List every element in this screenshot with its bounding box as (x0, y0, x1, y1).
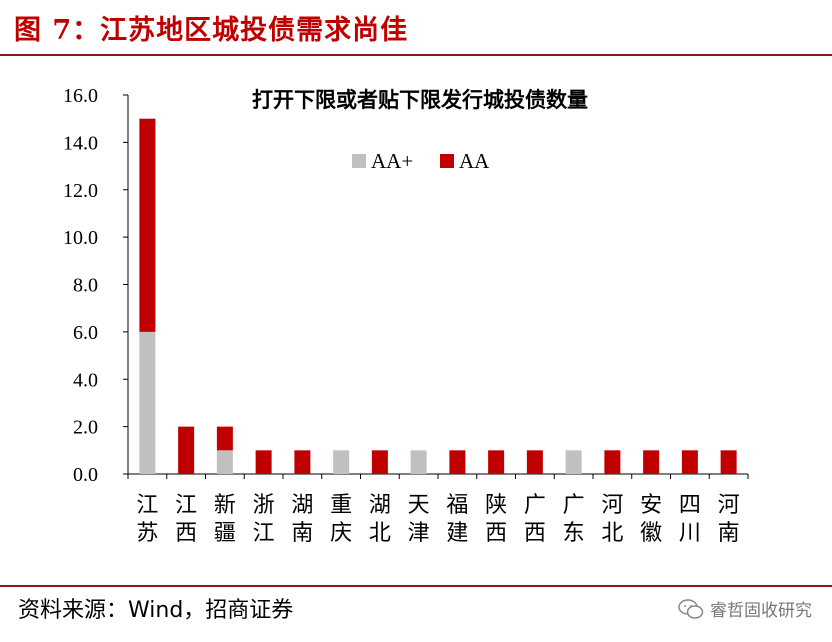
bottom-rule (0, 585, 832, 587)
x-category-label: 北 (369, 521, 391, 546)
x-category-label: 西 (485, 521, 507, 546)
watermark-text: 睿哲固收研究 (710, 601, 812, 621)
bar-aa (681, 450, 698, 474)
top-rule (0, 54, 832, 56)
x-category-label: 西 (524, 521, 546, 546)
bar-aa (720, 450, 737, 474)
y-tick-label: 16.0 (63, 85, 98, 107)
x-category-label: 川 (679, 521, 701, 546)
bar-aa (526, 450, 543, 474)
bar-aa-plus (410, 450, 427, 474)
legend-swatch (352, 154, 366, 168)
bar-aa (371, 450, 388, 474)
x-category-label: 徽 (640, 521, 662, 546)
x-category-label: 江 (175, 493, 197, 518)
x-category-label: 天 (408, 493, 430, 518)
bar-aa-plus (139, 331, 156, 474)
x-category-label: 湖 (291, 493, 313, 518)
x-category-label: 湖 (369, 493, 391, 518)
x-category-label: 庆 (330, 521, 352, 546)
x-category-label: 重 (330, 493, 352, 518)
x-category-label: 河 (718, 493, 740, 518)
x-category-label: 安 (640, 493, 662, 518)
x-category-label: 四 (679, 493, 701, 518)
x-category-label: 广 (563, 493, 585, 518)
bar-aa (178, 426, 195, 474)
legend-swatch (440, 154, 454, 168)
wechat-icon (678, 598, 704, 619)
x-category-label: 浙 (253, 493, 275, 518)
x-category-label: 福 (446, 493, 468, 518)
source-note: 资料来源：Wind，招商证券 (18, 598, 294, 623)
y-tick-label: 4.0 (73, 369, 98, 391)
bar-aa (216, 426, 233, 451)
y-tick-label: 2.0 (73, 417, 98, 439)
y-tick-label: 10.0 (63, 227, 98, 249)
y-tick-label: 6.0 (73, 322, 98, 344)
x-category-label: 河 (601, 493, 623, 518)
y-tick-label: 8.0 (73, 275, 98, 297)
bar-aa (294, 450, 311, 474)
x-category-label: 江 (253, 521, 275, 546)
x-category-label: 新 (214, 493, 236, 518)
x-category-label: 疆 (214, 521, 236, 546)
bar-aa (604, 450, 621, 474)
legend-label: AA+ (371, 149, 413, 173)
legend-label: AA (459, 149, 490, 173)
bar-aa (255, 450, 272, 474)
chart-bars (139, 118, 737, 474)
bar-aa (488, 450, 505, 474)
x-category-label: 南 (718, 521, 740, 546)
figure-title: 图 7：江苏地区城投债需求尚佳 (14, 15, 409, 46)
x-category-label: 南 (291, 521, 313, 546)
x-category-label: 陕 (485, 493, 507, 518)
chart-title: 打开下限或者贴下限发行城投债数量 (252, 88, 588, 112)
bar-aa-plus (565, 450, 582, 474)
x-category-label: 建 (446, 521, 468, 546)
x-category-label: 北 (601, 521, 623, 546)
x-category-label: 广 (524, 493, 546, 518)
bar-aa-plus (216, 450, 233, 474)
y-tick-label: 14.0 (63, 132, 98, 154)
chart-legend: AA+ AA (352, 149, 490, 173)
x-category-label: 江 (136, 493, 158, 518)
bar-aa (643, 450, 660, 474)
watermark: 睿哲固收研究 (678, 596, 812, 621)
y-tick-label: 12.0 (63, 180, 98, 202)
bar-chart: 打开下限或者贴下限发行城投债数量 0.0 2.0 4.0 6.0 8.0 10.0 12.0… (63, 85, 749, 546)
y-tick-label: 0.0 (73, 464, 98, 486)
x-category-label: 苏 (136, 521, 158, 546)
bar-aa-plus (333, 450, 350, 474)
bar-aa (449, 450, 466, 474)
x-category-label: 津 (408, 521, 430, 546)
x-category-label: 东 (563, 521, 585, 546)
x-category-label: 西 (175, 521, 197, 546)
bar-aa (139, 118, 156, 332)
